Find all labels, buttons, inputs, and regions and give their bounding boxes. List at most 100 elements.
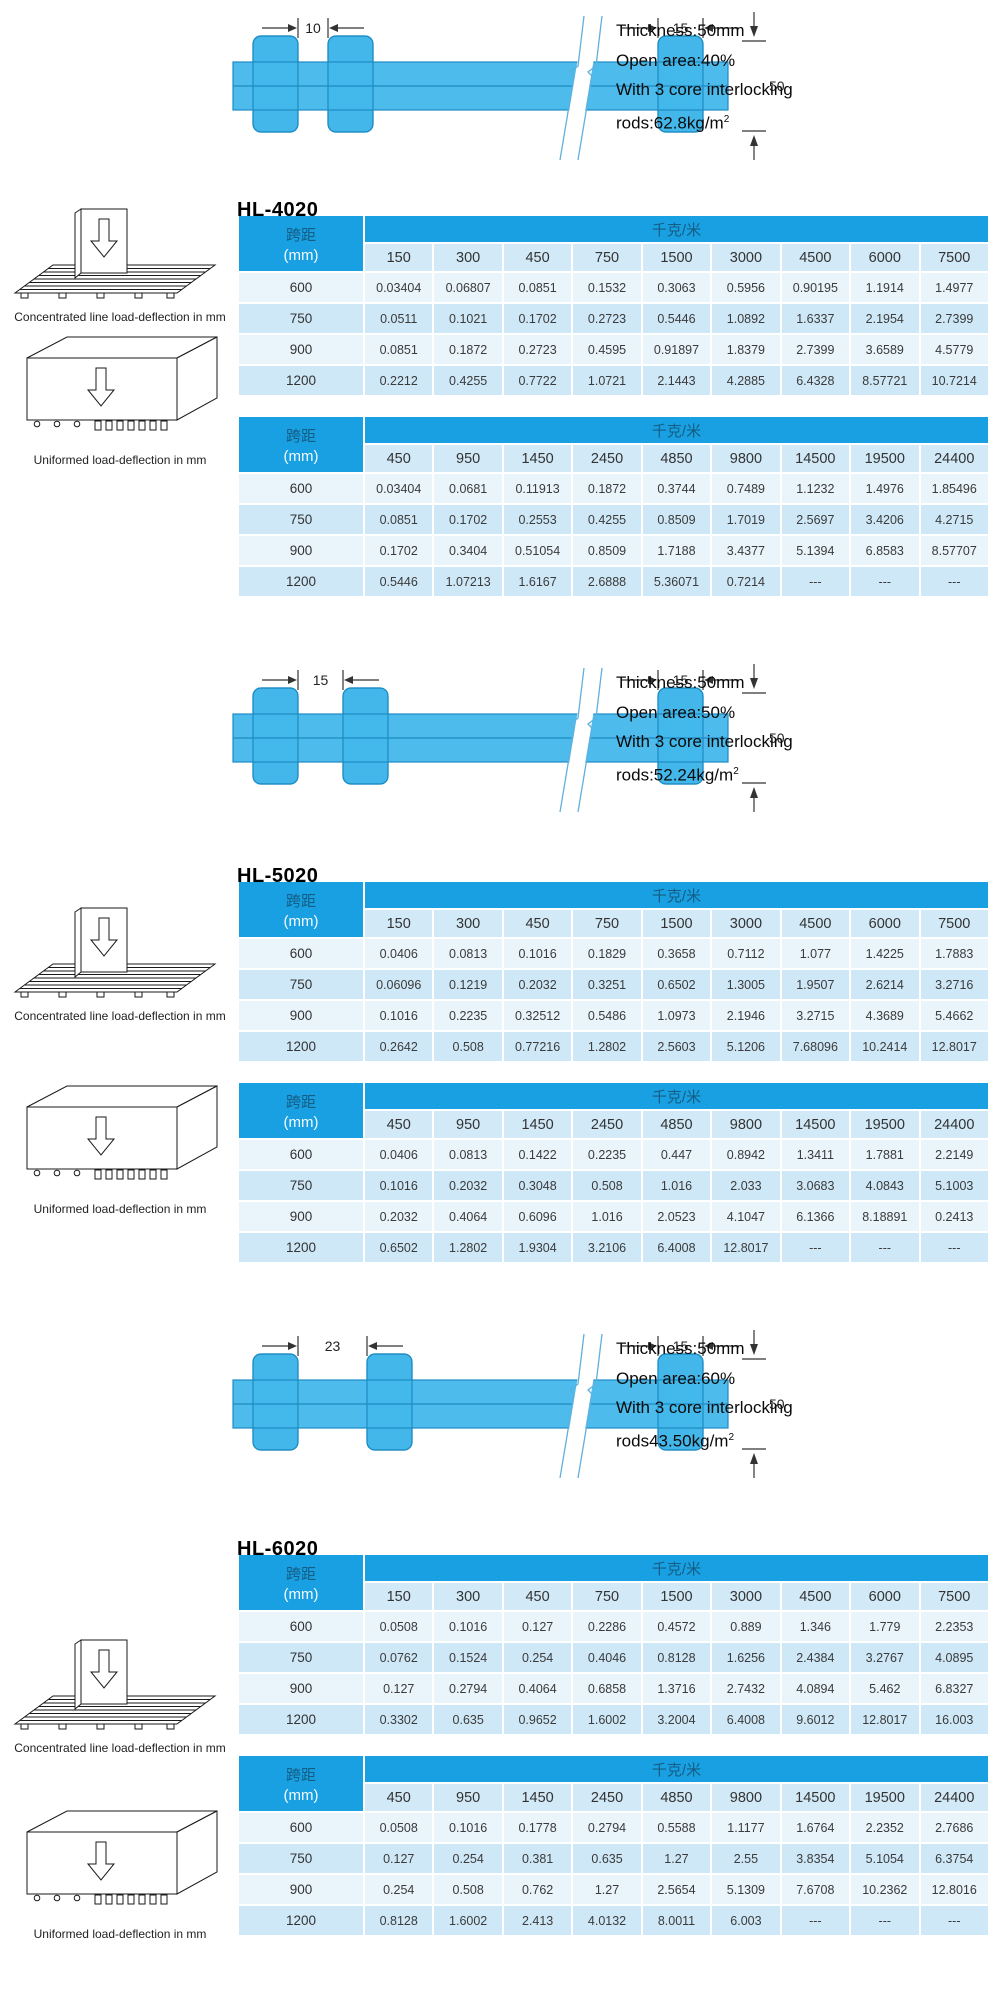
span-value: 900 bbox=[239, 1674, 363, 1703]
span-value: 750 bbox=[239, 970, 363, 999]
span-value: 750 bbox=[239, 1844, 363, 1873]
deflection-cell: 2.6214 bbox=[851, 970, 919, 999]
load-col-header: 450 bbox=[503, 1583, 572, 1610]
deflection-cell: 3.2004 bbox=[642, 1705, 711, 1734]
down-arrow-icon bbox=[89, 1649, 119, 1689]
deflection-cell: 0.0813 bbox=[434, 1140, 502, 1169]
deflection-cell: --- bbox=[920, 1233, 988, 1262]
section-hl-4020: 10 15 50 Thickness:50mm Open area:40% With… bbox=[0, 0, 1000, 640]
deflection-cell: 4.0895 bbox=[920, 1643, 988, 1672]
deflection-cell: 7.68096 bbox=[781, 1032, 850, 1061]
deflection-cell: --- bbox=[851, 1233, 919, 1262]
load-col-header: 150 bbox=[365, 1583, 433, 1610]
load-col-header: 9800 bbox=[712, 1784, 780, 1811]
deflection-cell: --- bbox=[920, 1906, 988, 1935]
deflection-cell: 0.762 bbox=[503, 1875, 572, 1904]
deflection-cell: 0.0681 bbox=[434, 474, 502, 503]
span-value: 900 bbox=[239, 1202, 363, 1231]
deflection-cell: 0.2032 bbox=[503, 970, 572, 999]
tables-block: 跨距 (mm) 千克/米 150 300 450 750 1500 3000 4500 6000 75… bbox=[237, 880, 990, 1264]
deflection-cell: 0.127 bbox=[503, 1612, 572, 1641]
concentrated-load-caption: Concentrated line load-deflection in mm bbox=[14, 1009, 226, 1023]
spec-rods: rods43.50kg/m2 bbox=[616, 1431, 735, 1451]
load-col-header: 6000 bbox=[851, 244, 919, 271]
deflection-cell: 12.8017 bbox=[920, 1032, 988, 1061]
table-row: 900 0.127 0.2794 0.4064 0.6858 1.3716 2.7432 4.… bbox=[239, 1674, 988, 1703]
deflection-cell: 1.6337 bbox=[781, 304, 850, 333]
concentrated-load-figure: Concentrated line load-deflection in mm bbox=[8, 1634, 232, 1755]
deflection-cell: 12.8017 bbox=[851, 1705, 919, 1734]
deflection-cell: 0.889 bbox=[712, 1612, 780, 1641]
load-col-header: 7500 bbox=[920, 910, 988, 937]
load-col-header: 450 bbox=[365, 445, 433, 472]
load-col-header: 150 bbox=[365, 244, 433, 271]
deflection-cell: 5.462 bbox=[851, 1674, 919, 1703]
deflection-cell: 1.2802 bbox=[573, 1032, 641, 1061]
span-header: 跨距 (mm) bbox=[239, 1756, 363, 1811]
deflection-cell: 0.1778 bbox=[503, 1813, 572, 1842]
deflection-cell: 1.4976 bbox=[851, 474, 919, 503]
deflection-cell: 0.2794 bbox=[434, 1674, 502, 1703]
deflection-cell: 0.2235 bbox=[573, 1140, 641, 1169]
deflection-cell: 1.3005 bbox=[712, 970, 780, 999]
deflection-cell: 0.4064 bbox=[503, 1674, 572, 1703]
deflection-cell: 4.2885 bbox=[712, 366, 780, 395]
table-row: 600 0.0508 0.1016 0.1778 0.2794 0.5588 1.1177 1… bbox=[239, 1813, 988, 1842]
deflection-cell: --- bbox=[920, 567, 988, 596]
deflection-cell: 0.254 bbox=[365, 1875, 433, 1904]
deflection-cell: 4.0843 bbox=[851, 1171, 919, 1200]
deflection-cell: 2.2352 bbox=[851, 1813, 919, 1842]
spec-text-block: Thickness:50mm Open area:60% With 3 core… bbox=[616, 1334, 793, 1456]
deflection-cell: 2.1443 bbox=[642, 366, 711, 395]
load-col-header: 24400 bbox=[920, 1784, 988, 1811]
concentrated-load-figure: Concentrated line load-deflection in mm bbox=[8, 902, 232, 1023]
down-arrow-icon bbox=[89, 917, 119, 957]
deflection-cell: 0.91897 bbox=[642, 335, 711, 364]
deflection-cell: 5.1054 bbox=[851, 1844, 919, 1873]
concentrated-load-caption: Concentrated line load-deflection in mm bbox=[14, 1741, 226, 1755]
deflection-cell: 4.0132 bbox=[573, 1906, 641, 1935]
deflection-cell: 0.5486 bbox=[573, 1001, 641, 1030]
load-col-header: 450 bbox=[365, 1784, 433, 1811]
span-value: 750 bbox=[239, 505, 363, 534]
deflection-cell: 6.4008 bbox=[642, 1233, 711, 1262]
deflection-cell: 1.27 bbox=[642, 1844, 711, 1873]
load-col-header: 14500 bbox=[781, 1784, 850, 1811]
load-col-header: 300 bbox=[434, 244, 502, 271]
deflection-cell: 3.0683 bbox=[781, 1171, 850, 1200]
span-value: 1200 bbox=[239, 366, 363, 395]
deflection-cell: --- bbox=[851, 567, 919, 596]
load-col-header: 4850 bbox=[642, 445, 711, 472]
load-col-header: 1500 bbox=[642, 244, 711, 271]
deflection-cell: 0.0813 bbox=[434, 939, 502, 968]
deflection-cell: 2.2149 bbox=[920, 1140, 988, 1169]
span-value: 750 bbox=[239, 1171, 363, 1200]
deflection-cell: 3.2767 bbox=[851, 1643, 919, 1672]
model-title: HL-5020 bbox=[237, 864, 319, 887]
deflection-cell: 0.635 bbox=[573, 1844, 641, 1873]
deflection-cell: 6.8327 bbox=[920, 1674, 988, 1703]
spec-rods: rods:62.8kg/m2 bbox=[616, 113, 730, 133]
load-deflection-table-2: 跨距 (mm) 千克/米 450 950 1450 2450 4850 9800 14500 195… bbox=[237, 1081, 990, 1264]
deflection-cell: 0.7112 bbox=[712, 939, 780, 968]
deflection-cell: 2.7399 bbox=[781, 335, 850, 364]
load-col-header: 2450 bbox=[573, 1111, 641, 1138]
deflection-cell: 0.1021 bbox=[434, 304, 502, 333]
model-title: HL-6020 bbox=[237, 1537, 319, 1560]
deflection-cell: 3.2716 bbox=[920, 970, 988, 999]
load-col-header: 450 bbox=[503, 244, 572, 271]
deflection-cell: 1.779 bbox=[851, 1612, 919, 1641]
deflection-cell: 0.508 bbox=[434, 1032, 502, 1061]
table-row: 750 0.0762 0.1524 0.254 0.4046 0.8128 1.6256 2.… bbox=[239, 1643, 988, 1672]
load-col-header: 19500 bbox=[851, 445, 919, 472]
table-row: 1200 0.3302 0.635 0.9652 1.6002 3.2004 6.4008 9… bbox=[239, 1705, 988, 1734]
table-row: 1200 0.2212 0.4255 0.7722 1.0721 2.1443 4.2885… bbox=[239, 366, 988, 395]
deflection-cell: 0.447 bbox=[642, 1140, 711, 1169]
deflection-cell: 0.2212 bbox=[365, 366, 433, 395]
concentrated-load-illustration bbox=[13, 907, 217, 998]
deflection-cell: 0.8128 bbox=[642, 1643, 711, 1672]
load-deflection-table-1: 跨距 (mm) 千克/米 150 300 450 750 1500 3000 4500 6000 75… bbox=[237, 1553, 990, 1736]
deflection-cell: 1.1914 bbox=[851, 273, 919, 302]
load-col-header: 450 bbox=[365, 1111, 433, 1138]
